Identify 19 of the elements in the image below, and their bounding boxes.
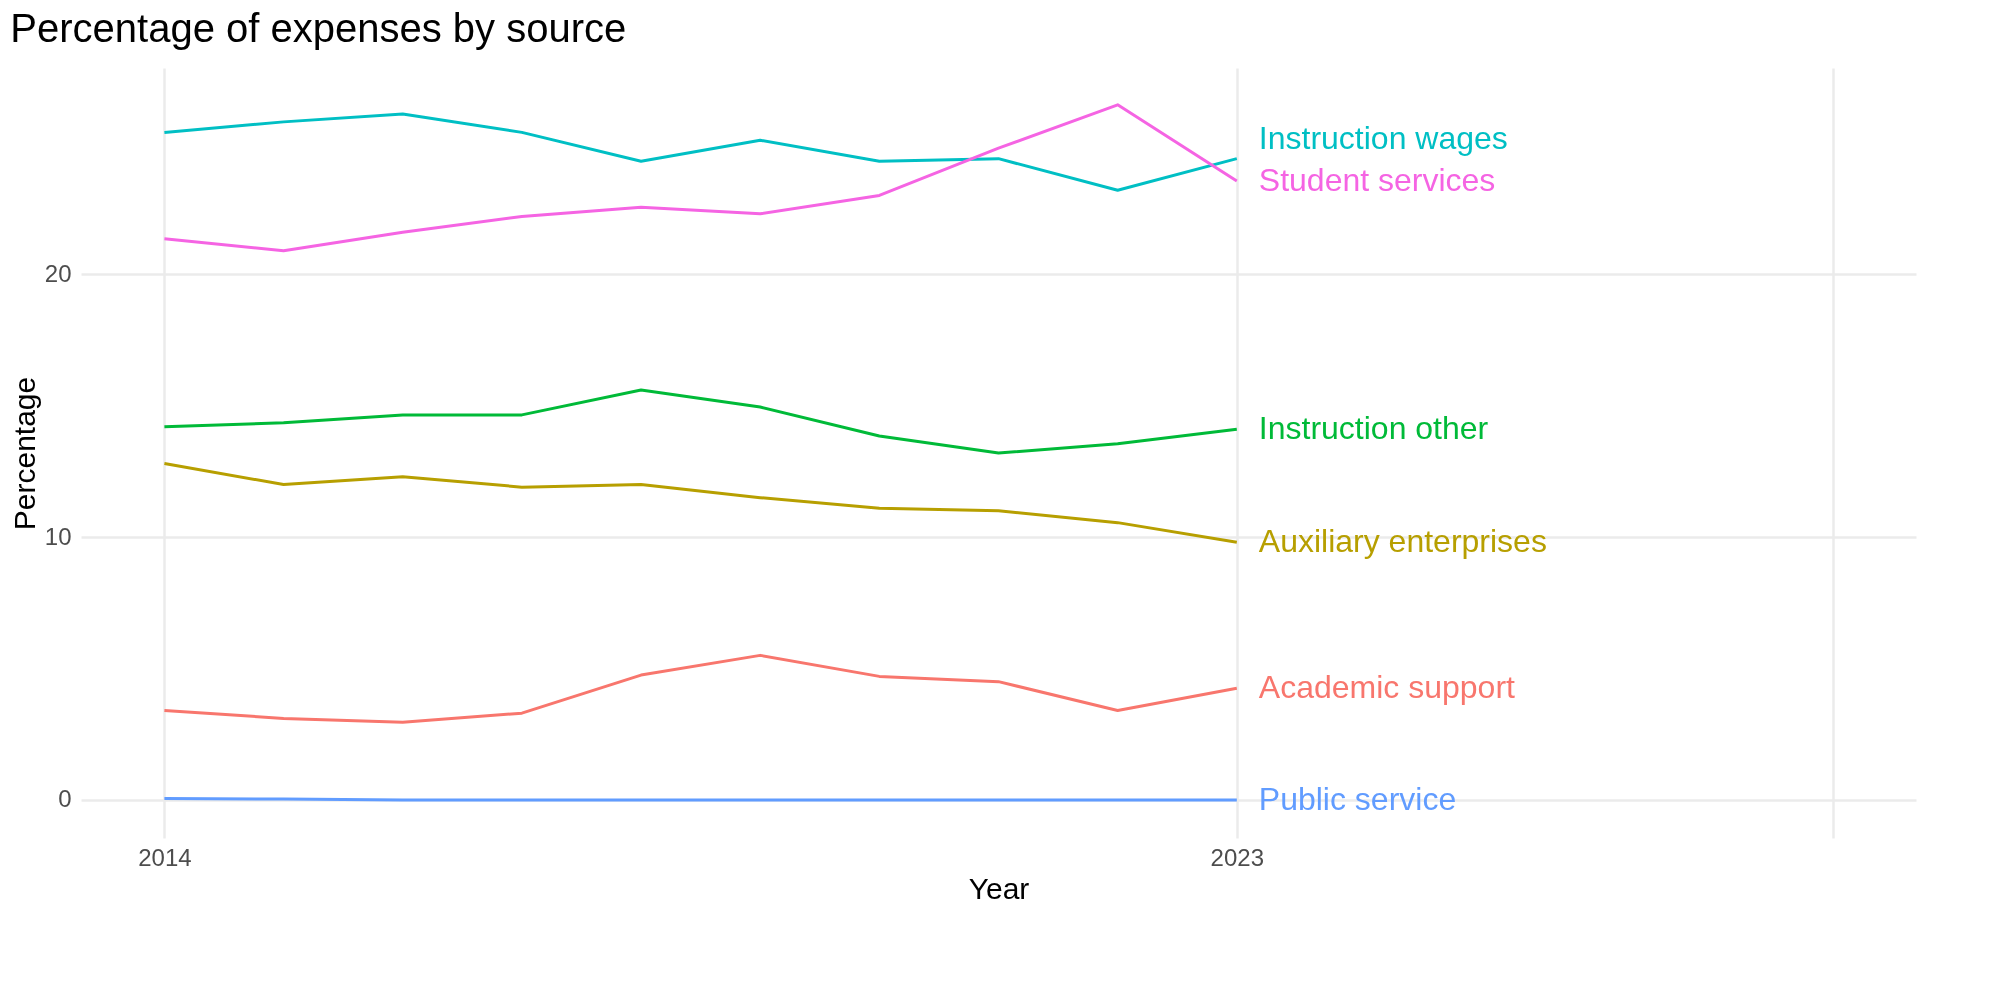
y-tick-label: 20	[44, 259, 72, 287]
series-label: Public service	[1258, 780, 1457, 817]
x-tick-label: 2014	[138, 843, 192, 871]
line-series	[162, 653, 1239, 724]
line-series	[162, 103, 1239, 253]
x-tick-label: 2023	[1210, 843, 1265, 871]
series-label: Instruction wages	[1258, 119, 1508, 156]
series-label: Academic support	[1258, 669, 1516, 706]
y-tick-label: 10	[44, 522, 72, 550]
series-label: Student services	[1258, 162, 1496, 198]
x-axis-title: Year	[968, 871, 1030, 905]
line-series	[162, 462, 1239, 544]
chart-title: Percentage of expenses by source	[10, 6, 627, 50]
y-axis-title: Percentage	[7, 376, 41, 531]
line-series	[162, 112, 1239, 192]
y-tick-label: 0	[58, 785, 72, 813]
series-label: Auxiliary enterprises	[1258, 523, 1547, 560]
series-label: Instruction other	[1258, 410, 1489, 447]
line-series	[162, 388, 1239, 455]
